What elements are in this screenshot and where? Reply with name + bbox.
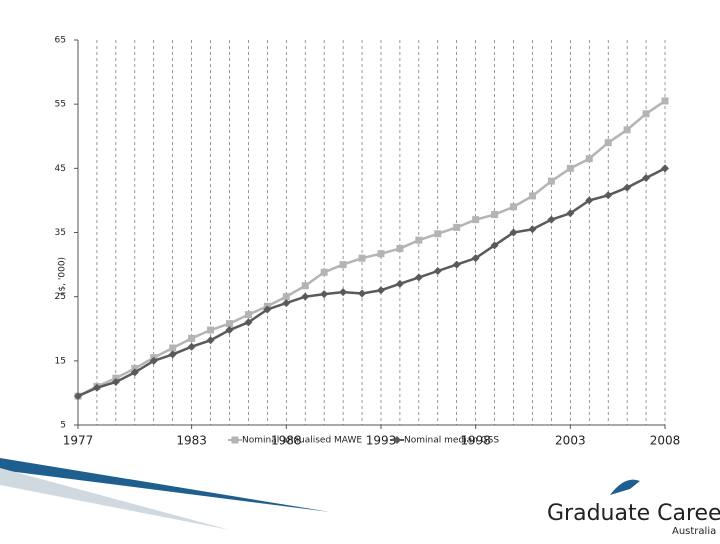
point: [92, 383, 101, 392]
point: [585, 196, 594, 205]
y-tick-label: 15: [55, 356, 66, 366]
x-tick-label: 1988: [271, 434, 302, 448]
logo-bird: [610, 479, 640, 495]
point: [320, 268, 328, 276]
decor-swoosh: [0, 468, 230, 530]
point: [130, 368, 139, 377]
point: [149, 356, 158, 365]
point: [169, 344, 177, 352]
point: [623, 183, 632, 192]
point: [453, 223, 461, 231]
point: [225, 326, 234, 335]
point: [434, 230, 442, 238]
x-tick-label: 1977: [63, 434, 94, 448]
point: [339, 288, 348, 297]
point: [395, 279, 404, 288]
point: [358, 254, 366, 262]
legend-label: Nominal median GSS: [404, 436, 499, 446]
point: [452, 260, 461, 269]
point: [491, 211, 499, 219]
logo-name: Graduate Careers: [547, 501, 720, 526]
point: [490, 241, 499, 250]
point: [661, 97, 669, 105]
point: [433, 267, 442, 275]
y-tick-label: 35: [55, 228, 66, 238]
decor-swoosh: [0, 458, 330, 512]
x-tick-label: 2008: [650, 434, 681, 448]
point: [604, 139, 612, 147]
y-tick-label: 45: [55, 164, 66, 174]
point: [225, 320, 233, 328]
point: [263, 305, 272, 314]
logo-subtitle: Australia: [672, 526, 716, 537]
point: [244, 318, 253, 327]
point: [187, 342, 196, 351]
point: [661, 164, 669, 173]
point: [566, 164, 574, 172]
point: [339, 261, 347, 269]
point: [207, 326, 215, 334]
point: [414, 273, 423, 282]
point: [415, 236, 423, 244]
x-tick-label: 2003: [555, 434, 586, 448]
point: [74, 392, 82, 401]
point: [623, 126, 631, 134]
point: [301, 282, 309, 290]
point: [547, 215, 556, 224]
point: [471, 254, 480, 263]
y-tick-label: 55: [55, 100, 66, 110]
point: [528, 225, 537, 234]
legend-marker: [231, 436, 239, 444]
y-tick-label: 5: [60, 421, 66, 431]
point: [282, 299, 291, 308]
point: [528, 192, 536, 200]
line: [77, 167, 666, 398]
point: [301, 292, 310, 301]
point: [585, 155, 593, 163]
point: [510, 203, 518, 211]
point: [282, 293, 290, 301]
point: [604, 191, 613, 200]
point: [472, 216, 480, 224]
point: [509, 228, 518, 237]
point: [320, 290, 329, 299]
point: [396, 245, 404, 253]
point: [377, 250, 385, 258]
x-tick-label: 1983: [176, 434, 207, 448]
x-tick-label: 1998: [460, 434, 491, 448]
legend-marker: [393, 436, 401, 444]
point: [376, 286, 385, 295]
point: [642, 173, 651, 182]
point: [244, 311, 252, 319]
line: [77, 99, 666, 398]
point: [188, 334, 196, 342]
x-tick-label: 1993: [366, 434, 397, 448]
point: [168, 350, 177, 359]
point: [111, 378, 120, 387]
y-axis-label: ($, '000): [58, 257, 68, 295]
point: [358, 289, 367, 298]
legend-label: Nominal annualised MAWE: [242, 436, 362, 446]
point: [547, 177, 555, 185]
y-tick-label: 65: [55, 36, 66, 46]
point: [206, 336, 215, 345]
y-tick-label: 25: [55, 292, 66, 302]
point: [642, 110, 650, 118]
point: [566, 209, 575, 218]
